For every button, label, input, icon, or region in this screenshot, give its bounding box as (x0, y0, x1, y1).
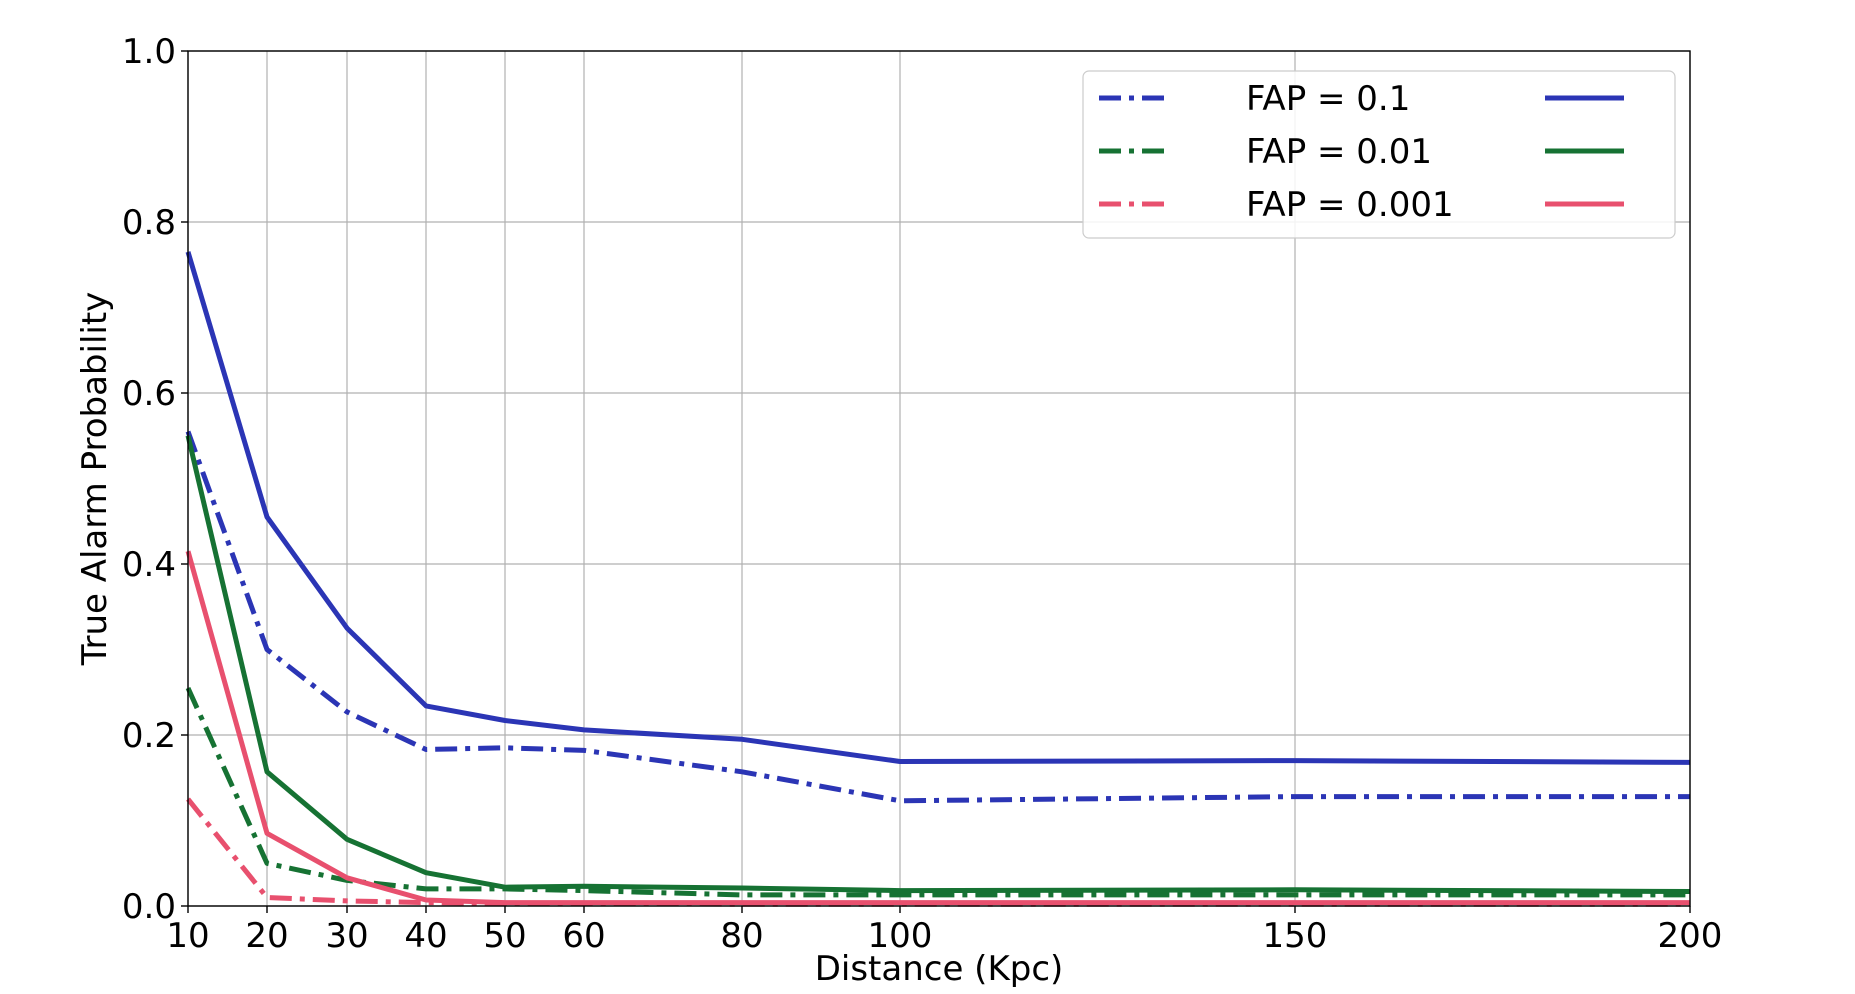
y-axis-label: True Alarm Probability (75, 292, 115, 667)
x-tick-label: 60 (562, 916, 605, 956)
y-tick-label: 0.2 (122, 716, 176, 756)
x-tick-label: 30 (325, 916, 368, 956)
series-layer (185, 251, 1691, 907)
x-tick-label: 100 (868, 916, 933, 956)
y-axis-ticks: 0.0 0.2 0.4 0.6 0.8 1.0 (122, 32, 188, 927)
series-line-dashdot-0 (185, 430, 1690, 804)
x-axis-label: Distance (Kpc) (815, 949, 1064, 989)
y-tick-label: 1.0 (122, 32, 176, 72)
series-line-dashdot-2 (185, 686, 1690, 898)
x-axis-ticks: 10 20 30 40 50 60 80 100 150 200 (166, 906, 1722, 956)
legend-label: FAP = 0.001 (1246, 185, 1454, 225)
plot-frame (187, 50, 1691, 907)
legend-label: FAP = 0.1 (1246, 79, 1410, 119)
series-line-solid-3 (185, 435, 1691, 894)
x-tick-label: 50 (483, 916, 526, 956)
legend-label: FAP = 0.01 (1246, 132, 1432, 172)
x-tick-label: 20 (245, 916, 288, 956)
x-tick-label: 200 (1658, 916, 1723, 956)
x-tick-label: 40 (404, 916, 447, 956)
y-tick-label: 0.4 (122, 545, 176, 585)
x-tick-label: 150 (1263, 916, 1328, 956)
x-tick-label: 10 (166, 916, 209, 956)
legend: FAP = 0.1 FAP = 0.01 FAP = 0.001 (1082, 70, 1676, 239)
legend-box (1082, 70, 1676, 239)
series-line-solid-5 (185, 550, 1690, 906)
series-line-solid-1 (185, 251, 1691, 765)
y-tick-label: 0.6 (122, 374, 176, 414)
y-tick-label: 0.8 (122, 203, 176, 243)
x-tick-label: 80 (720, 916, 763, 956)
y-tick-label: 0.0 (122, 887, 176, 927)
